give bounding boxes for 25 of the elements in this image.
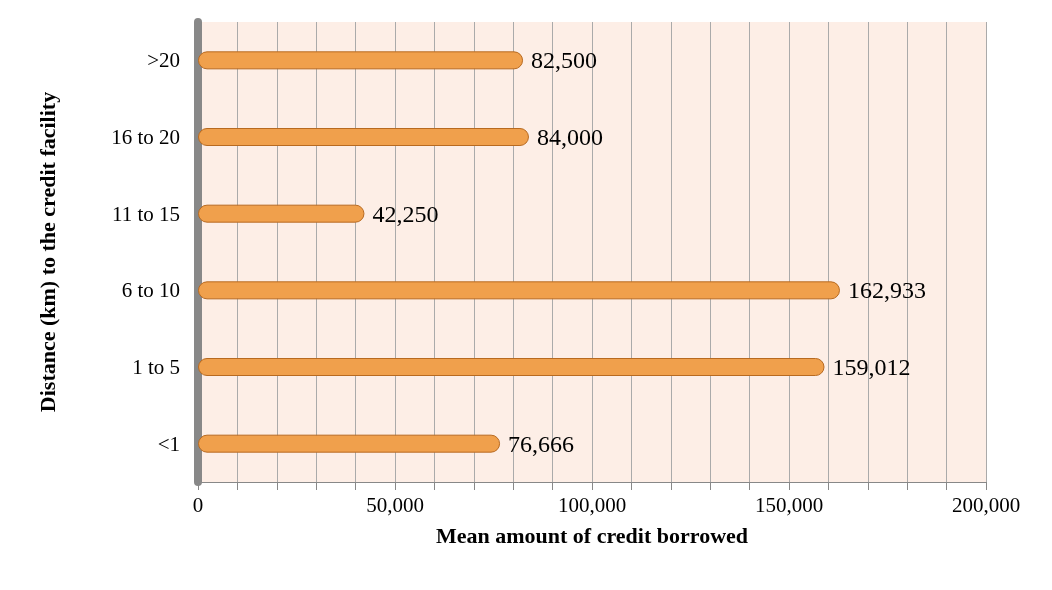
- data-label: 162,933: [847, 277, 926, 304]
- data-label: 76,666: [508, 430, 575, 457]
- x-tick-label: 100,000: [557, 492, 627, 517]
- data-label: 82,500: [531, 47, 598, 74]
- x-tick-label: 0: [192, 492, 204, 517]
- bar: [198, 204, 365, 223]
- y-tick-label: 11 to 15: [111, 201, 180, 226]
- y-tick-label: <1: [157, 431, 180, 456]
- y-tick-label: >20: [147, 48, 180, 73]
- bar: [198, 281, 840, 300]
- bar: [198, 434, 501, 453]
- y-tick-label: 6 to 10: [121, 278, 180, 303]
- y-tick-label: 1 to 5: [132, 355, 180, 379]
- bar: [198, 358, 825, 376]
- y-tick-label: 16 to 20: [111, 125, 180, 149]
- y-axis-title: Distance (km) to the credit facility: [34, 91, 60, 413]
- x-axis-title: Mean amount of credit borrowed: [435, 522, 749, 548]
- bar: [198, 51, 524, 70]
- x-tick-label: 150,000: [754, 492, 824, 517]
- bar: [198, 128, 529, 146]
- data-label: 42,250: [372, 200, 439, 227]
- x-tick-label: 200,000: [951, 492, 1021, 517]
- x-tick-label: 50,000: [366, 492, 424, 517]
- data-label: 84,000: [536, 124, 603, 150]
- data-label: 159,012: [832, 354, 911, 380]
